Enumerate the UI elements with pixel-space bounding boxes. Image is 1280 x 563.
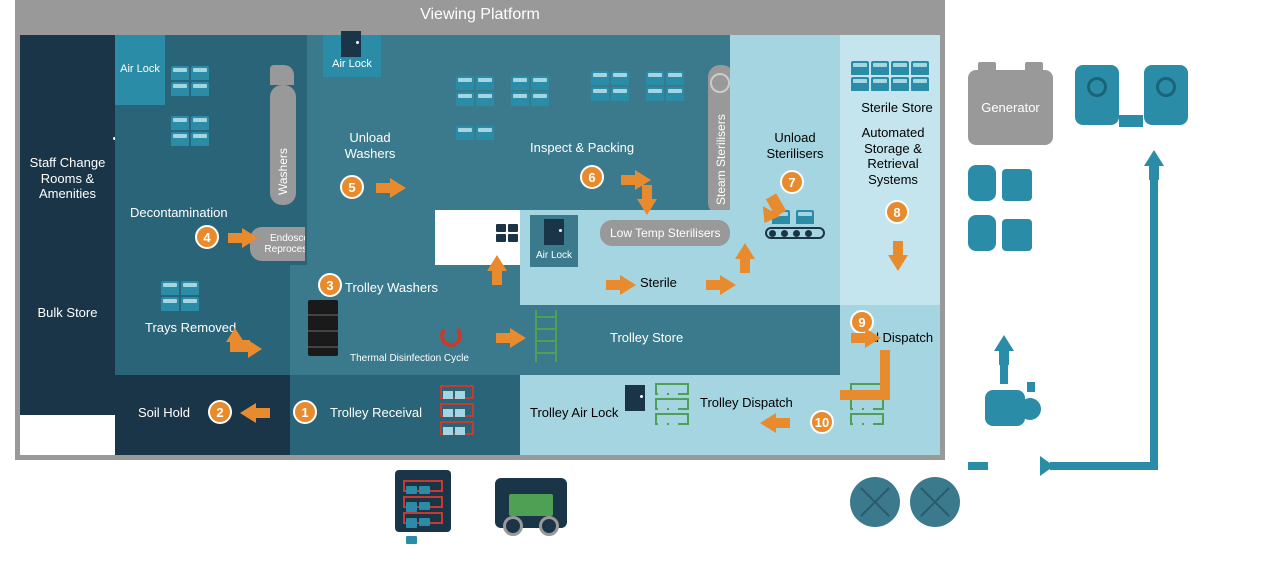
small-machine-1 bbox=[968, 165, 1032, 206]
door-icon-dispatch bbox=[625, 385, 645, 411]
bulk-store-label: Bulk Store bbox=[25, 305, 110, 321]
trolley-store-label: Trolley Store bbox=[610, 330, 683, 346]
washers-pill: Washers bbox=[270, 85, 296, 205]
thermal-label: Thermal Disinfection Cycle bbox=[350, 353, 469, 365]
trolley-vehicle-icon bbox=[395, 470, 451, 532]
steam-label: Steam Sterilisers bbox=[714, 114, 728, 205]
unload-washers-label: Unload Washers bbox=[330, 130, 410, 161]
arrow-6b bbox=[637, 199, 657, 215]
airlock-center: Air Lock bbox=[323, 35, 381, 77]
unload-sterilisers-label: Unload Sterilisers bbox=[755, 130, 835, 161]
ladder-icon bbox=[535, 310, 557, 362]
low-temp-pill: Low Temp Sterilisers bbox=[600, 220, 730, 246]
trolley-airlock-label: Trolley Air Lock bbox=[530, 405, 618, 421]
trays-removed-label: Trays Removed bbox=[145, 320, 236, 336]
airlock-left2: Air Lock bbox=[115, 35, 165, 105]
step-2: 2 bbox=[208, 400, 232, 424]
machine-cluster-icon bbox=[1075, 65, 1188, 130]
door-icon-center bbox=[341, 31, 361, 57]
ip-trays-3 bbox=[455, 125, 499, 141]
arrow-ts-out bbox=[865, 328, 881, 348]
arrow-8 bbox=[888, 255, 908, 271]
rack-icon bbox=[308, 300, 338, 356]
step-8: 8 bbox=[885, 200, 909, 224]
arrow-2-1 bbox=[240, 403, 256, 423]
airlock-center-label: Air Lock bbox=[332, 58, 372, 71]
green-shelf-icon bbox=[655, 383, 689, 433]
door-icon-mid bbox=[544, 219, 564, 245]
pipe-arrow-up bbox=[1144, 150, 1164, 166]
airlock-left2-label: Air Lock bbox=[120, 63, 160, 76]
airlock-mid-label: Air Lock bbox=[536, 250, 572, 262]
step-6: 6 bbox=[580, 165, 604, 189]
pump-icon bbox=[985, 390, 1025, 426]
generator-icon: Generator bbox=[968, 70, 1053, 145]
step-7: 7 bbox=[780, 170, 804, 194]
viewing-platform-header: Viewing Platform bbox=[15, 0, 945, 30]
arrow-tw-out bbox=[510, 328, 526, 348]
shower-icon bbox=[270, 65, 294, 85]
ip-trays-5 bbox=[645, 70, 689, 102]
truck-icon bbox=[495, 478, 567, 528]
arrow-sterile-1 bbox=[620, 275, 636, 295]
ip-trays-1 bbox=[455, 75, 499, 107]
sterile-label: Sterile bbox=[640, 275, 677, 291]
pipe-horizontal-bottom bbox=[1050, 462, 1158, 470]
step-5: 5 bbox=[340, 175, 364, 199]
tray-cluster-2 bbox=[170, 115, 214, 147]
step-10: 10 bbox=[810, 410, 834, 434]
trolley-washers-label: Trolley Washers bbox=[345, 280, 438, 296]
ip-trays-4 bbox=[590, 70, 634, 102]
atom-icon bbox=[710, 73, 730, 93]
pipe-short-v bbox=[1000, 350, 1008, 384]
sterile-store-label: Sterile Store bbox=[852, 100, 942, 116]
staff-change-zone: Staff Change Rooms & Amenities Bulk Stor… bbox=[20, 35, 115, 415]
tray-cluster-1 bbox=[170, 65, 214, 97]
arrow-4 bbox=[242, 228, 258, 248]
generator-label: Generator bbox=[968, 100, 1053, 115]
small-machine-2 bbox=[968, 215, 1032, 256]
low-temp-label: Low Temp Sterilisers bbox=[610, 226, 720, 240]
step-1: 1 bbox=[293, 400, 317, 424]
decontamination-label: Decontamination bbox=[130, 205, 228, 221]
receival-trolley-icon bbox=[440, 385, 474, 445]
arrow-sterile-2 bbox=[720, 275, 736, 295]
cycle-icon bbox=[440, 325, 462, 347]
pipe-vertical bbox=[1150, 160, 1158, 470]
arrow-10 bbox=[760, 413, 776, 433]
pipe-arrow-right bbox=[1040, 456, 1054, 476]
facility-border: Staff Change Rooms & Amenities Bulk Stor… bbox=[15, 30, 945, 460]
circle-x-1 bbox=[850, 477, 900, 527]
trolley-receival-label: Trolley Receival bbox=[330, 405, 422, 421]
pipe-elbow-br bbox=[968, 462, 988, 470]
step-4: 4 bbox=[195, 225, 219, 249]
trolley-dispatch-label: Trolley Dispatch bbox=[700, 395, 793, 411]
ip-trays-2 bbox=[510, 75, 554, 107]
staff-label: Staff Change Rooms & Amenities bbox=[25, 155, 110, 202]
inspect-packing-label: Inspect & Packing bbox=[530, 140, 634, 156]
washers-label: Washers bbox=[276, 148, 290, 195]
automated-storage-label: Automated Storage & Retrieval Systems bbox=[848, 125, 938, 187]
trays-removed-icons bbox=[160, 280, 204, 312]
arrow-sterile-up bbox=[735, 243, 755, 259]
soil-hold-label: Soil Hold bbox=[138, 405, 190, 421]
step-3: 3 bbox=[318, 273, 342, 297]
ss-trays bbox=[850, 60, 938, 92]
arrow-tw-up bbox=[487, 255, 507, 271]
circle-x-2 bbox=[910, 477, 960, 527]
process-flow-diagram: Viewing Platform Staff Change Rooms & Am… bbox=[15, 0, 945, 460]
arrow-5 bbox=[390, 178, 406, 198]
arrow-9-elbow2 bbox=[840, 390, 890, 400]
pipe-arrow-up-2 bbox=[994, 335, 1014, 351]
airlock-mid: Air Lock bbox=[530, 215, 578, 267]
mini-trays bbox=[495, 223, 519, 243]
